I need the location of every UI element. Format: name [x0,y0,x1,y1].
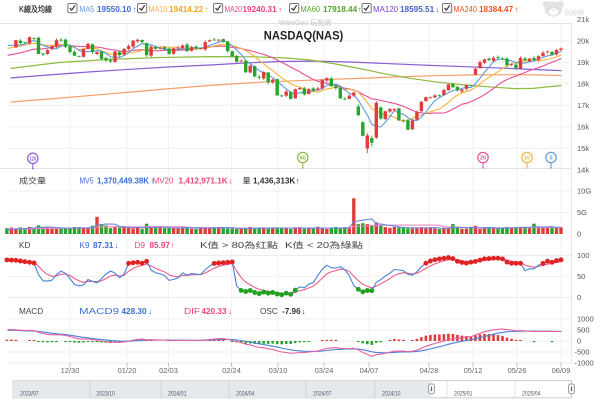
svg-text:↑: ↑ [133,5,137,14]
svg-text:MA5: MA5 [80,5,95,14]
svg-text:↓: ↓ [302,307,306,316]
svg-text:MACD: MACD [19,307,43,316]
svg-text:↑: ↑ [205,5,209,14]
svg-text:02/03: 02/03 [159,366,178,375]
svg-text:↑: ↑ [296,177,300,186]
svg-text:21k: 21k [577,15,589,24]
svg-text:↓: ↓ [436,5,440,14]
svg-text:MACD9: MACD9 [79,307,120,316]
svg-text:10: 10 [524,156,530,162]
svg-text:MV20: MV20 [153,177,174,186]
svg-text:1000: 1000 [577,315,594,324]
svg-text:15k: 15k [577,144,589,153]
svg-text:MA120: MA120 [373,5,398,14]
svg-text:OSC: OSC [260,307,278,316]
svg-text:↓: ↓ [115,241,119,250]
svg-text:0: 0 [577,230,581,239]
svg-text:19414.22: 19414.22 [169,5,204,14]
svg-text:14k: 14k [577,166,589,175]
svg-text:K值 > 80為红點: K值 > 80為红點 [200,240,278,250]
svg-text:MA20: MA20 [225,5,243,14]
svg-text:428.30: 428.30 [122,307,147,316]
svg-text:量: 量 [243,177,251,186]
svg-text:0: 0 [577,337,581,346]
svg-text:↓: ↓ [148,307,152,316]
svg-text:↑: ↑ [278,5,282,14]
svg-text:12/30: 12/30 [61,366,80,375]
svg-text:03/10: 03/10 [269,366,288,375]
svg-text:↑: ↑ [171,241,175,250]
svg-text:DIF: DIF [184,307,200,316]
svg-text:2023/10: 2023/10 [97,391,116,398]
svg-text:19550.10: 19550.10 [97,5,132,14]
svg-text:01/20: 01/20 [118,366,137,375]
svg-text:5: 5 [549,156,552,162]
svg-text:18595.51: 18595.51 [400,5,435,14]
svg-text:420.33: 420.33 [202,307,227,316]
svg-text:20k: 20k [577,37,589,46]
svg-text:K9: K9 [80,241,90,250]
svg-text:87.31: 87.31 [93,241,114,250]
svg-text:100: 100 [577,251,590,260]
svg-text:500: 500 [577,326,590,335]
svg-text:10G: 10G [577,187,591,196]
svg-text:16k: 16k [577,123,589,132]
svg-text:KD: KD [19,241,30,250]
svg-text:18384.47: 18384.47 [479,5,514,14]
svg-text:MA10: MA10 [149,5,168,14]
svg-text:05/26: 05/26 [508,366,527,375]
svg-text:03/24: 03/24 [315,366,334,375]
svg-text:NASDAQ(NAS): NASDAQ(NAS) [264,31,344,43]
svg-text:17k: 17k [577,101,589,110]
svg-text:↑: ↑ [150,177,154,186]
svg-text:2024/01: 2024/01 [168,391,187,398]
svg-text:↑: ↑ [357,5,361,14]
svg-text:19240.31: 19240.31 [243,5,278,14]
svg-text:0: 0 [577,293,581,302]
svg-text:50: 50 [577,272,585,281]
svg-text:5G: 5G [577,208,587,217]
svg-text:04/28: 04/28 [420,366,439,375]
svg-text:-7.96: -7.96 [282,307,301,316]
svg-text:成交量: 成交量 [19,176,46,186]
svg-text:D9: D9 [135,241,146,250]
svg-text:↓: ↓ [228,307,232,316]
svg-text:2024/10: 2024/10 [382,391,401,398]
svg-text:1,370,449.38K: 1,370,449.38K [97,177,149,186]
svg-text:2025/01: 2025/01 [454,391,473,398]
svg-text:2024/07: 2024/07 [313,391,332,398]
svg-text:2023/07: 2023/07 [20,391,39,398]
svg-text:玩股網: 玩股網 [565,8,585,17]
svg-text:06/09: 06/09 [552,366,571,375]
svg-text:K線及均線: K線及均線 [19,4,53,14]
svg-text:WantGoo 玩股網: WantGoo 玩股網 [279,18,331,27]
svg-text:-500: -500 [575,348,590,357]
svg-text:1,412,971.1K: 1,412,971.1K [179,177,228,186]
svg-text:2025/04: 2025/04 [522,391,541,398]
svg-text:-1000: -1000 [575,359,594,368]
svg-text:2024/04: 2024/04 [236,391,255,398]
svg-text:85.97: 85.97 [150,241,171,250]
svg-text:MA60: MA60 [301,5,321,14]
svg-text:120: 120 [29,156,36,162]
svg-text:02/24: 02/24 [222,366,241,375]
svg-text:20: 20 [480,156,486,162]
svg-text:17918.44: 17918.44 [323,5,358,14]
svg-text:60: 60 [300,156,306,162]
svg-text:04/07: 04/07 [360,366,379,375]
svg-text:K值 < 20為綠點: K值 < 20為綠點 [285,240,363,250]
svg-text:05/12: 05/12 [464,366,483,375]
svg-text:↑: ↑ [515,5,519,14]
svg-text:MA240: MA240 [454,5,478,14]
svg-text:1,436,313K: 1,436,313K [253,177,295,186]
svg-text:19k: 19k [577,58,589,67]
svg-text:18k: 18k [577,80,589,89]
svg-text:↓: ↓ [229,177,233,186]
svg-text:MV5: MV5 [80,177,94,186]
